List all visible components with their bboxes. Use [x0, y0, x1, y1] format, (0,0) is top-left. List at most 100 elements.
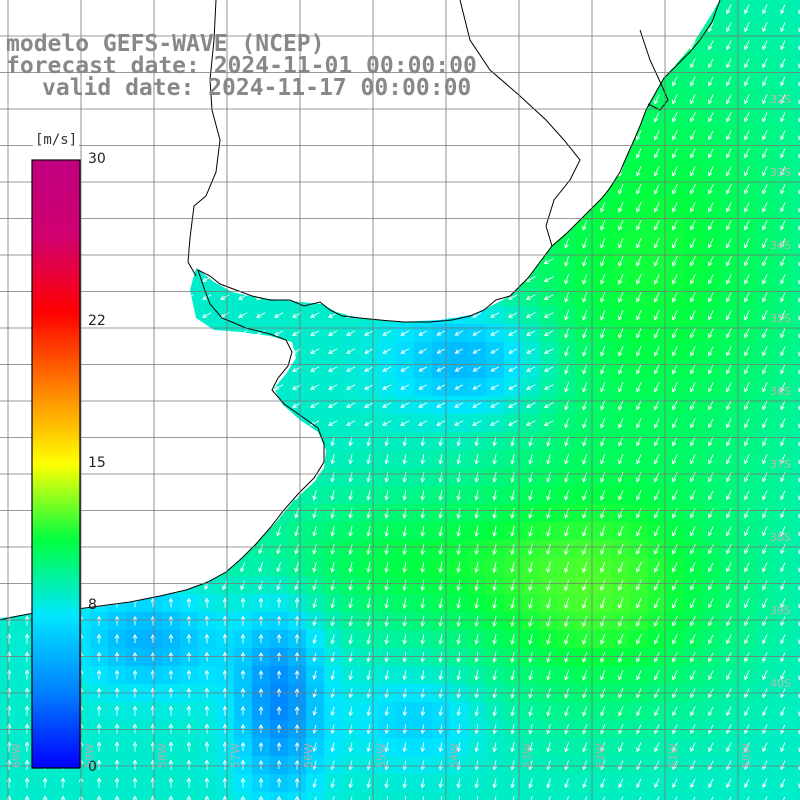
wind-speed-cell — [792, 216, 800, 235]
wind-speed-cell — [792, 414, 800, 433]
longitude-label: 60W — [10, 743, 23, 768]
wind-speed-cell — [756, 792, 775, 800]
wind-arrow — [780, 22, 786, 33]
wind-arrow — [726, 202, 732, 213]
wind-arrow — [744, 4, 750, 15]
wind-speed-cell — [792, 558, 800, 577]
latitude-label: 39S — [770, 604, 791, 617]
wind-arrow — [708, 184, 714, 195]
wind-arrow — [744, 256, 750, 267]
wind-arrow — [636, 202, 642, 213]
wind-arrow — [780, 40, 786, 51]
wind-speed-cell — [576, 792, 595, 800]
longitude-label: 50W — [740, 743, 753, 768]
wind-speed-cell — [792, 594, 800, 613]
wind-arrow — [780, 148, 786, 159]
wind-arrow — [744, 238, 750, 249]
wind-speed-cell — [792, 90, 800, 109]
wind-speed-cell — [180, 792, 199, 800]
wind-arrow — [708, 22, 714, 33]
longitude-label: 54W — [448, 743, 461, 768]
wind-arrow — [708, 76, 714, 87]
wind-speed-cell — [792, 324, 800, 343]
latitude-label: 38S — [770, 531, 791, 544]
wind-arrow — [726, 184, 732, 195]
wind-arrow — [726, 40, 732, 51]
wind-speed-cell — [792, 306, 800, 325]
wind-arrow — [708, 220, 714, 231]
wind-arrow — [690, 220, 696, 231]
wind-arrow — [618, 237, 624, 249]
wind-arrow — [600, 237, 606, 249]
wind-arrow — [762, 40, 768, 51]
wind-speed-cell — [792, 576, 800, 595]
longitude-label: 58W — [156, 743, 169, 768]
wind-arrow — [708, 40, 714, 51]
wind-arrow — [618, 219, 624, 231]
wind-speed-cell — [792, 288, 800, 307]
wind-arrow — [654, 130, 660, 141]
wind-arrow — [582, 219, 588, 231]
wind-speed-cell — [684, 792, 703, 800]
wind-speed-cell — [792, 522, 800, 541]
wind-arrow — [780, 220, 786, 231]
wind-speed-cell — [774, 792, 793, 800]
wind-speed-cell — [720, 792, 739, 800]
wind-arrow — [762, 4, 768, 15]
wind-speed-cell — [306, 792, 325, 800]
wind-arrow — [708, 238, 714, 249]
wind-arrow — [780, 4, 786, 15]
wind-speed-cell — [792, 738, 800, 757]
wind-arrow — [780, 202, 786, 213]
colorbar-unit: [m/s] — [33, 132, 80, 148]
wind-speed-cell — [792, 666, 800, 685]
wind-speed-cell — [738, 792, 757, 800]
wind-arrow — [672, 130, 678, 141]
wind-arrow — [672, 112, 678, 123]
wind-arrow — [654, 256, 660, 267]
wind-speed-cell — [792, 252, 800, 271]
longitude-label: 59W — [83, 743, 96, 768]
wind-speed-cell — [792, 486, 800, 505]
wind-arrow — [744, 148, 750, 159]
wind-arrow — [708, 58, 714, 69]
wind-arrow — [762, 58, 768, 69]
wind-arrow — [744, 130, 750, 141]
wind-speed-cell — [792, 270, 800, 289]
wind-arrow — [726, 22, 732, 33]
wind-speed-cell — [792, 468, 800, 487]
wind-arrow — [690, 256, 696, 267]
wind-arrow — [708, 130, 714, 141]
wind-arrow — [690, 202, 696, 213]
latitude-label: 34S — [770, 239, 791, 252]
wind-arrow — [672, 202, 678, 213]
wind-arrow — [780, 130, 786, 141]
wind-speed-cell — [792, 180, 800, 199]
wind-arrow — [708, 148, 714, 159]
wind-arrow — [780, 58, 786, 69]
wind-arrow — [618, 201, 624, 213]
wind-arrow — [636, 166, 642, 177]
wind-arrow — [726, 94, 732, 105]
wind-arrow — [636, 130, 642, 141]
wind-arrow — [636, 184, 642, 195]
wind-arrow — [690, 112, 696, 123]
wind-arrow — [672, 238, 678, 249]
wind-arrow — [762, 220, 768, 231]
wind-speed-cell — [792, 36, 800, 55]
wind-arrow — [654, 112, 660, 123]
wind-arrow — [636, 219, 642, 231]
wind-arrow — [726, 148, 732, 159]
wind-arrow — [744, 112, 750, 123]
wind-speed-cell — [792, 0, 800, 19]
wind-arrow — [690, 148, 696, 159]
wind-arrow — [744, 184, 750, 195]
longitude-label: 52W — [594, 743, 607, 768]
wind-speed-cell — [792, 108, 800, 127]
wind-arrow — [726, 238, 732, 249]
longitude-label: 57W — [229, 743, 242, 768]
wind-arrow — [780, 76, 786, 87]
wind-speed-cell — [504, 792, 523, 800]
wind-arrow — [726, 58, 732, 69]
wind-speed-cell — [432, 792, 451, 800]
